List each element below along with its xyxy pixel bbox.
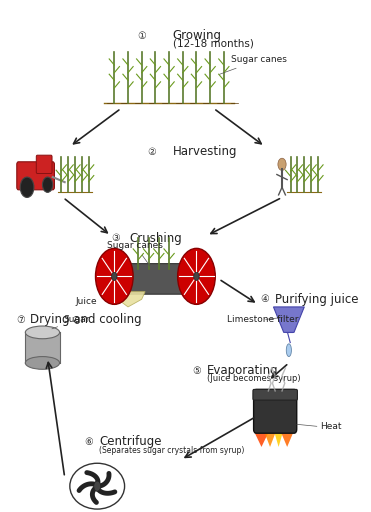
Text: Sugar: Sugar	[52, 315, 89, 329]
Text: (12-18 months): (12-18 months)	[173, 38, 253, 48]
Text: ②: ②	[148, 146, 156, 157]
Text: Limestone filter: Limestone filter	[227, 315, 299, 324]
Text: ①: ①	[137, 31, 146, 40]
Circle shape	[112, 272, 117, 281]
Polygon shape	[253, 429, 270, 447]
Ellipse shape	[25, 326, 60, 339]
Text: Heat: Heat	[320, 422, 341, 431]
Circle shape	[42, 177, 53, 193]
Polygon shape	[273, 429, 284, 447]
Circle shape	[194, 272, 199, 281]
Ellipse shape	[286, 344, 292, 356]
Text: (Separates sugar crystals from syrup): (Separates sugar crystals from syrup)	[99, 446, 244, 455]
Circle shape	[178, 248, 215, 304]
Text: Growing: Growing	[173, 29, 221, 42]
Ellipse shape	[25, 356, 60, 369]
Text: Purifying juice: Purifying juice	[275, 293, 359, 306]
FancyBboxPatch shape	[17, 162, 55, 190]
Text: ④: ④	[260, 294, 269, 304]
Text: Evaporating: Evaporating	[207, 364, 278, 377]
Polygon shape	[118, 292, 145, 307]
Ellipse shape	[70, 463, 125, 509]
Text: ⑦: ⑦	[16, 315, 24, 325]
Text: ③: ③	[112, 233, 121, 243]
Text: ⑥: ⑥	[84, 437, 93, 447]
Circle shape	[20, 177, 34, 198]
Polygon shape	[263, 429, 277, 447]
Text: ⑤: ⑤	[192, 366, 201, 376]
Circle shape	[278, 158, 286, 170]
FancyBboxPatch shape	[36, 155, 52, 174]
FancyBboxPatch shape	[121, 264, 190, 294]
Text: Harvesting: Harvesting	[173, 145, 237, 158]
Text: Centrifuge: Centrifuge	[99, 435, 161, 449]
Text: Sugar canes: Sugar canes	[220, 55, 286, 74]
Polygon shape	[273, 307, 304, 332]
FancyBboxPatch shape	[254, 390, 297, 433]
Text: Crushing: Crushing	[130, 231, 183, 245]
Text: Sugar canes: Sugar canes	[108, 241, 163, 266]
FancyBboxPatch shape	[253, 390, 298, 400]
Polygon shape	[25, 332, 60, 363]
Circle shape	[95, 248, 133, 304]
Polygon shape	[280, 429, 295, 447]
Text: Drying and cooling: Drying and cooling	[30, 313, 142, 326]
Text: (Juice becomes syrup): (Juice becomes syrup)	[207, 374, 301, 382]
Text: Juice: Juice	[76, 297, 97, 306]
Circle shape	[94, 481, 101, 491]
